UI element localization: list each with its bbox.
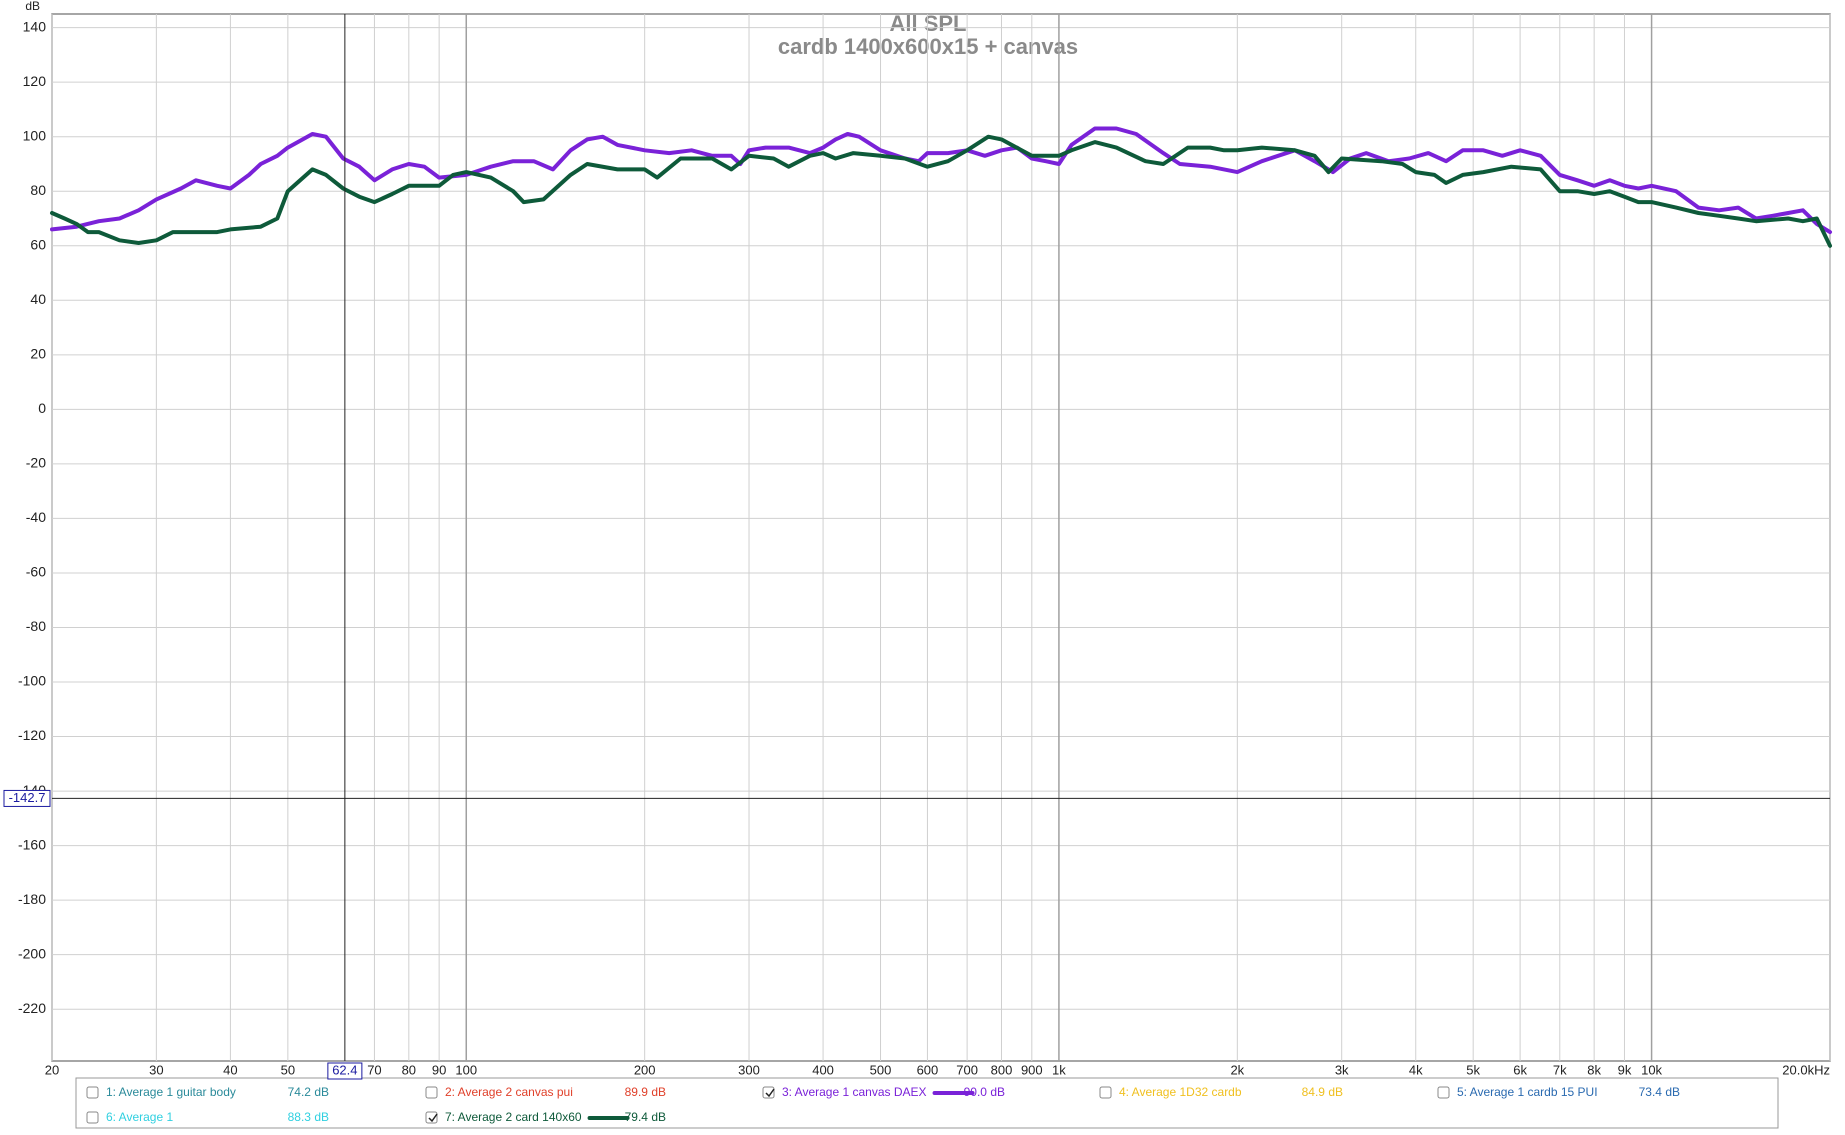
- legend-item: 7: Average 2 card 140x60 79.4 dB: [425, 1110, 666, 1124]
- y-tick-label: -60: [26, 564, 46, 580]
- x-tick-label: 80: [402, 1062, 416, 1077]
- x-tick-label: 600: [917, 1062, 939, 1077]
- y-tick-label: 60: [30, 236, 46, 252]
- x-tick-label: 7k: [1553, 1062, 1567, 1077]
- legend-level: 88.3 dB: [288, 1110, 329, 1124]
- x-tick-label: 40: [223, 1062, 237, 1077]
- legend-level: 79.4 dB: [625, 1110, 666, 1124]
- y-tick-label: 80: [30, 182, 46, 198]
- legend-level: 73.4 dB: [1639, 1085, 1680, 1099]
- y-tick-label: 120: [23, 73, 47, 89]
- x-tick-label: 9k: [1618, 1062, 1632, 1077]
- y-tick-label: -160: [18, 836, 46, 852]
- chart-title: All SPL: [889, 11, 966, 36]
- legend-checkbox: [762, 1086, 775, 1099]
- y-tick-label: -120: [18, 727, 46, 743]
- plot-area: [51, 13, 1831, 1062]
- y-tick-label: 100: [23, 127, 47, 143]
- y-tick-label: 140: [23, 18, 47, 34]
- x-tick-label: 2k: [1230, 1062, 1244, 1077]
- series-line: [50, 126, 1832, 235]
- x-tick-label: 70: [367, 1062, 381, 1077]
- y-tick-label: -40: [26, 509, 46, 525]
- x-tick-label: 500: [870, 1062, 892, 1077]
- x-tick-label: 100: [455, 1062, 477, 1077]
- y-tick-label: 40: [30, 291, 46, 307]
- y-axis-label: dB: [25, 0, 40, 13]
- legend-check: [428, 1113, 438, 1123]
- legend-box: [75, 1077, 1779, 1129]
- cursor-label-box: [3, 789, 51, 807]
- legend-level: 74.2 dB: [288, 1085, 329, 1099]
- legend-item: 4: Average 1D32 cardb 84.9 dB: [1099, 1085, 1343, 1099]
- legend-checkbox: [425, 1111, 438, 1124]
- x-tick-label: 200: [634, 1062, 656, 1077]
- x-tick-label: 20: [45, 1062, 59, 1077]
- legend-level: 84.9 dB: [1302, 1085, 1343, 1099]
- y-tick-label: -100: [18, 673, 46, 689]
- legend-label: 4: Average 1D32 cardb: [1119, 1085, 1242, 1099]
- y-tick-label: -180: [18, 891, 46, 907]
- cursor-label-box: [327, 1062, 363, 1080]
- legend-level: 89.9 dB: [625, 1085, 666, 1099]
- x-tick-label: 10k: [1641, 1062, 1662, 1077]
- x-tick-label: 20.0kHz: [1782, 1062, 1830, 1077]
- x-tick-label: 90: [432, 1062, 446, 1077]
- cursor-y-label: -142.7: [9, 790, 46, 805]
- legend-label: 5: Average 1 cardb 15 PUI: [1457, 1085, 1598, 1099]
- y-tick-label: -20: [26, 455, 46, 471]
- legend-checkbox: [86, 1086, 99, 1099]
- y-tick-label: 0: [38, 400, 46, 416]
- legend-item: 6: Average 1 88.3 dB: [86, 1110, 329, 1124]
- legend-label: 3: Average 1 canvas DAEX: [782, 1085, 927, 1099]
- legend-item: 5: Average 1 cardb 15 PUI 73.4 dB: [1437, 1085, 1680, 1099]
- x-tick-label: 900: [1021, 1062, 1043, 1077]
- x-tick-label: 800: [991, 1062, 1013, 1077]
- chart-subtitle: cardb 1400x600x15 + canvas: [778, 34, 1078, 59]
- series-line: [50, 134, 1832, 248]
- legend-item: 1: Average 1 guitar body 74.2 dB: [86, 1085, 329, 1099]
- x-tick-label: 400: [812, 1062, 834, 1077]
- x-tick-label: 4k: [1409, 1062, 1423, 1077]
- x-tick-label: 700: [956, 1062, 978, 1077]
- legend-label: 7: Average 2 card 140x60: [445, 1110, 582, 1124]
- legend-checkbox: [1099, 1086, 1112, 1099]
- x-tick-label: 30: [149, 1062, 163, 1077]
- legend-checkbox: [1437, 1086, 1450, 1099]
- x-tick-label: 3k: [1335, 1062, 1349, 1077]
- y-tick-label: -80: [26, 618, 46, 634]
- y-tick-label: 20: [30, 346, 46, 362]
- y-tick-label: -220: [18, 1000, 46, 1016]
- legend-checkbox: [86, 1111, 99, 1124]
- legend-label: 1: Average 1 guitar body: [106, 1085, 236, 1099]
- x-tick-label: 6k: [1513, 1062, 1527, 1077]
- legend-level: 90.0 dB: [964, 1085, 1005, 1099]
- x-tick-label: 1k: [1052, 1062, 1066, 1077]
- y-tick-label: -200: [18, 945, 46, 961]
- x-tick-label: 5k: [1466, 1062, 1480, 1077]
- legend-checkbox: [425, 1086, 438, 1099]
- legend-check: [765, 1088, 775, 1098]
- cursor-x-label: 62.4: [332, 1062, 357, 1077]
- legend-item: 2: Average 2 canvas pui 89.9 dB: [425, 1085, 666, 1099]
- legend-label: 6: Average 1: [106, 1110, 173, 1124]
- legend-label: 2: Average 2 canvas pui: [445, 1085, 573, 1099]
- x-tick-label: 8k: [1587, 1062, 1601, 1077]
- legend-item: 3: Average 1 canvas DAEX 90.0 dB: [762, 1085, 1005, 1099]
- x-tick-label: 50: [281, 1062, 295, 1077]
- x-tick-label: 300: [738, 1062, 760, 1077]
